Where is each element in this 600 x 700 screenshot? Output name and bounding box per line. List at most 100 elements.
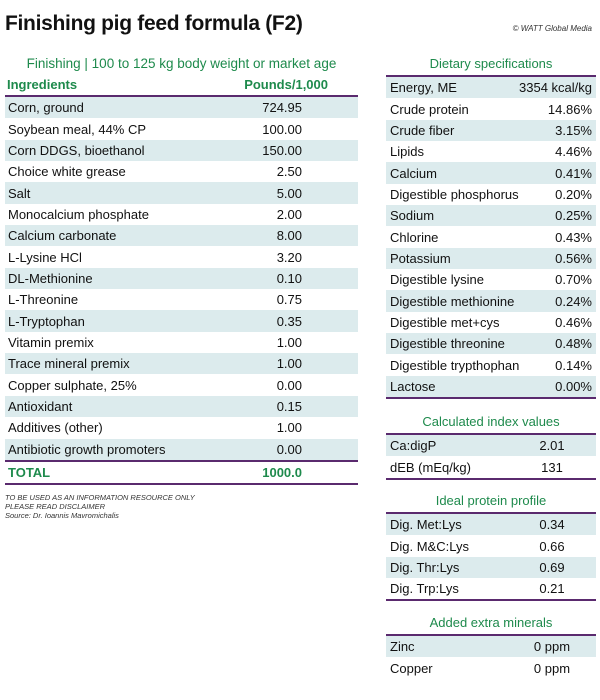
row-value: 5.00	[276, 185, 302, 201]
table-row: Digestible trypthophan 0.14%	[386, 354, 596, 375]
row-value: 150.00	[262, 142, 302, 158]
row-label: Potassium	[390, 250, 451, 266]
minerals-rule	[386, 634, 596, 636]
row-label: Lactose	[390, 378, 436, 394]
row-value: 0.24%	[555, 293, 592, 309]
row-label: Soybean meal, 44% CP	[8, 121, 147, 137]
table-row: Dig. Trp:Lys 0.21	[386, 578, 596, 599]
row-value: 2.50	[276, 164, 302, 180]
table-row: Salt 5.00	[5, 182, 358, 204]
table-row: L-Tryptophan 0.35	[5, 310, 358, 332]
table-row: Zinc 0 ppm	[386, 636, 596, 658]
table-row: Copper 0 ppm	[386, 657, 596, 678]
row-value: 3.20	[276, 249, 302, 265]
dietary-bottom-rule	[386, 397, 596, 400]
row-value: 131	[541, 459, 563, 475]
row-label: L-Lysine HCl	[8, 249, 82, 265]
total-row: TOTAL 1000.0	[5, 462, 358, 483]
protein-rule	[386, 512, 596, 514]
row-value: 0.43%	[555, 229, 592, 245]
row-value: 0.00%	[555, 378, 592, 394]
row-label: Antioxidant	[8, 398, 73, 414]
row-label: dEB (mEq/kg)	[390, 459, 471, 475]
index-table: Calculated index values Ca:digP 2.01 dEB (…	[386, 414, 596, 480]
row-label: Copper	[390, 660, 433, 676]
row-label: DL-Methionine	[8, 270, 93, 286]
protein-bottom-rule	[386, 599, 596, 602]
table-row: Potassium 0.56%	[386, 247, 596, 270]
table-row: Chlorine 0.43%	[386, 226, 596, 247]
table-row: Lactose 0.00%	[386, 375, 596, 398]
row-label: Salt	[8, 185, 31, 201]
credit-text: © WATT Global Media	[512, 24, 592, 33]
row-label: Digestible phosphorus	[390, 186, 519, 202]
row-label: Ca:digP	[390, 438, 437, 454]
table-row: Digestible methionine 0.24%	[386, 290, 596, 312]
row-value: 724.95	[262, 100, 302, 116]
row-value: 0.21	[539, 581, 565, 597]
table-row: Crude protein 14.86%	[386, 98, 596, 119]
table-row: Crude fiber 3.15%	[386, 119, 596, 142]
row-label: Vitamin premix	[8, 334, 94, 350]
row-label: Trace mineral premix	[8, 356, 130, 372]
table-row: Corn DDGS, bioethanol 150.00	[5, 139, 358, 162]
row-label: Digestible methionine	[390, 293, 515, 309]
table-row: Vitamin premix 1.00	[5, 332, 358, 353]
row-label: L-Threonine	[8, 292, 79, 308]
row-value: 0.69	[539, 559, 565, 575]
minerals-rows: Zinc 0 ppm Copper 0 ppm	[386, 636, 596, 679]
row-label: Digestible met+cys	[390, 314, 500, 330]
table-row: dEB (mEq/kg) 131	[386, 456, 596, 477]
row-label: Zinc	[390, 639, 415, 655]
table-row: Choice white grease 2.50	[5, 161, 358, 182]
row-label: Choice white grease	[8, 164, 126, 180]
amount-header: Pounds/1,000	[244, 77, 328, 92]
minerals-title: Added extra minerals	[429, 615, 553, 630]
row-value: 4.46%	[555, 144, 592, 160]
header-rule	[5, 95, 358, 97]
note-line: TO BE USED AS AN INFORMATION RESOURCE ON…	[5, 493, 195, 503]
table-row: DL-Methionine 0.10	[5, 267, 358, 290]
row-value: 0.35	[276, 313, 302, 329]
table-row: Digestible threonine 0.48%	[386, 333, 596, 355]
row-value: 0.75	[276, 292, 302, 308]
index-bottom-rule	[386, 477, 596, 480]
row-value: 1.00	[276, 356, 302, 372]
row-label: Corn, ground	[8, 100, 84, 116]
dietary-table: Dietary specifications Energy, ME 3354 kc…	[386, 56, 596, 400]
row-label: Dig. Met:Lys	[390, 517, 462, 533]
total-label: TOTAL	[8, 465, 51, 481]
table-row: Calcium 0.41%	[386, 162, 596, 184]
table-row: Digestible met+cys 0.46%	[386, 312, 596, 333]
row-value: 0.00	[276, 377, 302, 393]
table-row: Copper sulphate, 25% 0.00	[5, 374, 358, 395]
row-value: 0.48%	[555, 336, 592, 352]
row-value: 14.86%	[547, 101, 592, 117]
row-value: 0.14%	[555, 357, 592, 373]
row-label: Antibiotic growth promoters	[8, 441, 166, 457]
page-title: Finishing pig feed formula (F2)	[5, 12, 303, 35]
row-value: 0.66	[539, 538, 565, 554]
row-value: 3354 kcal/kg	[519, 80, 592, 96]
row-value: 1.00	[276, 334, 302, 350]
table-row: Dig. M&C:Lys 0.66	[386, 535, 596, 556]
bottom-rule	[5, 483, 358, 486]
index-rule	[386, 433, 596, 435]
formula-table: Finishing | 100 to 125 kg body weight or…	[5, 56, 358, 520]
row-label: Digestible lysine	[390, 272, 484, 288]
table-row: Corn, ground 724.95	[5, 97, 358, 119]
total-value: 1000.0	[262, 465, 302, 481]
row-label: Digestible threonine	[390, 336, 505, 352]
row-value: 2.00	[276, 206, 302, 222]
row-value: 1.00	[276, 420, 302, 436]
dietary-rows: Energy, ME 3354 kcal/kg Crude protein 14.86…	[386, 77, 596, 398]
row-label: Crude fiber	[390, 122, 455, 138]
row-value: 8.00	[276, 228, 302, 244]
row-label: L-Tryptophan	[8, 313, 85, 329]
row-value: 100.00	[262, 121, 302, 137]
table-row: Energy, ME 3354 kcal/kg	[386, 77, 596, 99]
index-rows: Ca:digP 2.01 dEB (mEq/kg) 131	[386, 435, 596, 478]
table-row: Soybean meal, 44% CP 100.00	[5, 118, 358, 139]
protein-rows: Dig. Met:Lys 0.34 Dig. M&C:Lys 0.66 Dig. Thr…	[386, 514, 596, 599]
row-label: Dig. M&C:Lys	[390, 538, 469, 554]
